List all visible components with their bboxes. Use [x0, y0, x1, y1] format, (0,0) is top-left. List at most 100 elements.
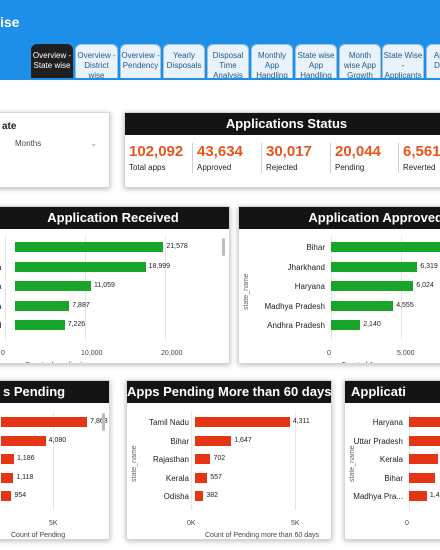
gridline	[191, 411, 192, 510]
chart-0-category-label: a	[0, 282, 1, 291]
status-label-4: Pending	[335, 163, 365, 172]
chart-3-bar[interactable]	[195, 454, 211, 464]
chart-1-category-label: Bihar	[306, 243, 325, 252]
chart-1-data-label: 6,024	[416, 282, 434, 289]
status-value-4: 20,044	[335, 143, 381, 160]
tab-3[interactable]: Overview - Pendency	[120, 44, 161, 78]
status-divider	[192, 143, 193, 173]
chart-3-data-label: 557	[210, 473, 222, 481]
tab-4[interactable]: Yearly Disposals	[163, 44, 205, 78]
chart-0-bar[interactable]	[15, 261, 146, 272]
chart-0-scrollbar[interactable]	[222, 238, 225, 256]
chart-1-x-tick: 0	[327, 349, 331, 357]
status-divider	[330, 143, 331, 173]
chart-0-category-label: a	[0, 302, 1, 311]
chart-3-bar[interactable]	[195, 472, 208, 483]
chart-2-bar[interactable]	[1, 435, 46, 446]
chart-1-y-axis-title: state_name	[243, 273, 250, 311]
status-divider	[398, 143, 399, 173]
top-bar: ise Overview - State wise Overview - Dist…	[0, 0, 440, 80]
tab-6[interactable]: Monthly App Handling	[251, 44, 293, 78]
chart-1-data-label: 2,140	[363, 321, 381, 328]
chart-1-data-label: 4,555	[396, 301, 414, 309]
application-status-state-card: Applicati Haryana Uttar Pradesh Kerala Bihar…	[344, 380, 440, 540]
chart-0-bar[interactable]	[15, 300, 70, 311]
tab-2[interactable]: Overview - District wise	[75, 44, 118, 78]
application-approved-card: Application Approved Bihar Jharkhand 6,319 H…	[238, 206, 440, 364]
chart-3-bar[interactable]	[195, 435, 232, 446]
chart-2-bar[interactable]	[1, 491, 12, 501]
status-value-5: 6,561	[403, 143, 440, 160]
chart-2-title: s Pending	[0, 381, 109, 403]
status-value-3: 30,017	[266, 143, 312, 160]
chart-1-bar[interactable]	[331, 320, 361, 330]
chart-0-data-label: 7,226	[67, 321, 86, 328]
chart-0-bar[interactable]	[15, 242, 164, 252]
chart-1-x-axis-title: Count of Appr	[341, 362, 384, 364]
chevron-down-icon: ⌄	[90, 139, 97, 148]
chart-4-x-tick: 0	[405, 519, 409, 527]
status-label-1: Total apps	[129, 163, 166, 172]
chart-0-data-label: 7,887	[72, 301, 90, 309]
chart-4-bar[interactable]	[409, 435, 440, 446]
chart-4-bar[interactable]	[409, 491, 427, 501]
chart-1-category-label: Jharkhand	[287, 262, 325, 272]
chart-3-title: Apps Pending More than 60 days	[127, 381, 331, 403]
chart-0-category-label: d	[0, 321, 1, 330]
chart-3-category-label: Kerala	[165, 473, 189, 483]
tab-9[interactable]: State Wise - Applicants	[382, 44, 424, 78]
gridline	[53, 411, 54, 510]
chart-2-data-label: 954	[14, 492, 27, 499]
chart-3-data-label: 382	[206, 492, 219, 499]
chart-4-bar[interactable]	[409, 454, 438, 464]
chart-1-bar[interactable]	[331, 261, 418, 272]
date-filter-label: ate	[2, 121, 17, 132]
tab-5[interactable]: Disposal Time Analysis	[207, 44, 249, 78]
chart-2-bar[interactable]	[1, 417, 88, 427]
chart-1-bar[interactable]	[331, 242, 440, 252]
tab-10[interactable]: App Dist	[426, 44, 440, 78]
tab-1[interactable]: Overview - State wise	[31, 44, 73, 78]
chart-4-y-axis-title: state_name	[349, 445, 356, 482]
chart-1-x-tick: 5,000	[397, 349, 415, 357]
status-label-3: Rejected	[266, 163, 298, 172]
chart-2-data-label: 1,118	[16, 473, 34, 481]
chart-3-x-tick: 5K	[291, 519, 300, 527]
chart-4-category-label: Haryana	[372, 418, 403, 427]
chart-2-scrollbar[interactable]	[102, 413, 105, 431]
chart-2-data-label: 1,186	[16, 455, 35, 462]
chart-0-data-label: 18,999	[148, 262, 171, 270]
chart-3-x-axis-title: Count of Pending more than 60 days	[205, 531, 320, 539]
chart-1-category-label: Andhra Pradesh	[267, 321, 325, 330]
months-dropdown[interactable]: Months ⌄	[15, 139, 97, 153]
tab-8[interactable]: Month wise App Growth	[339, 44, 381, 78]
chart-0-data-label: 11,059	[94, 282, 115, 289]
gridline	[295, 411, 296, 510]
chart-3-category-label: Rajasthan	[152, 455, 189, 464]
chart-3-y-axis-title: state_name	[131, 445, 138, 482]
chart-3-x-tick: 0K	[187, 519, 196, 527]
chart-2-bar[interactable]	[1, 454, 14, 464]
chart-2-bar[interactable]	[1, 472, 14, 483]
chart-0-bar[interactable]	[15, 281, 92, 291]
applications-status-title: Applications Status	[125, 113, 440, 135]
chart-4-bar[interactable]	[409, 417, 440, 427]
chart-0-data-label: 21,578	[166, 243, 188, 250]
chart-0-category-label: a	[0, 263, 1, 272]
chart-1-bar[interactable]	[331, 300, 394, 311]
chart-0-title: Application Received	[0, 207, 229, 229]
chart-4-bar[interactable]	[409, 472, 436, 483]
chart-0-bar[interactable]	[15, 320, 65, 330]
chart-3-bar[interactable]	[195, 491, 204, 501]
chart-4-category-label: Kerala	[379, 455, 403, 464]
tab-7[interactable]: State wise App Handling	[295, 44, 337, 78]
gridline	[5, 236, 6, 340]
chart-4-category-label: Bihar	[384, 473, 403, 483]
chart-1-category-label: Madhya Pradesh	[264, 301, 325, 311]
apps-pending-60-days-card: Apps Pending More than 60 days Tamil Nadu…	[126, 380, 332, 540]
chart-3-bar[interactable]	[195, 417, 290, 427]
chart-4-category-label: Madhya Pra...	[353, 492, 403, 501]
chart-0-x-tick: 0	[1, 349, 5, 357]
chart-1-bar[interactable]	[331, 281, 414, 291]
chart-3-data-label: 1,647	[234, 436, 252, 444]
